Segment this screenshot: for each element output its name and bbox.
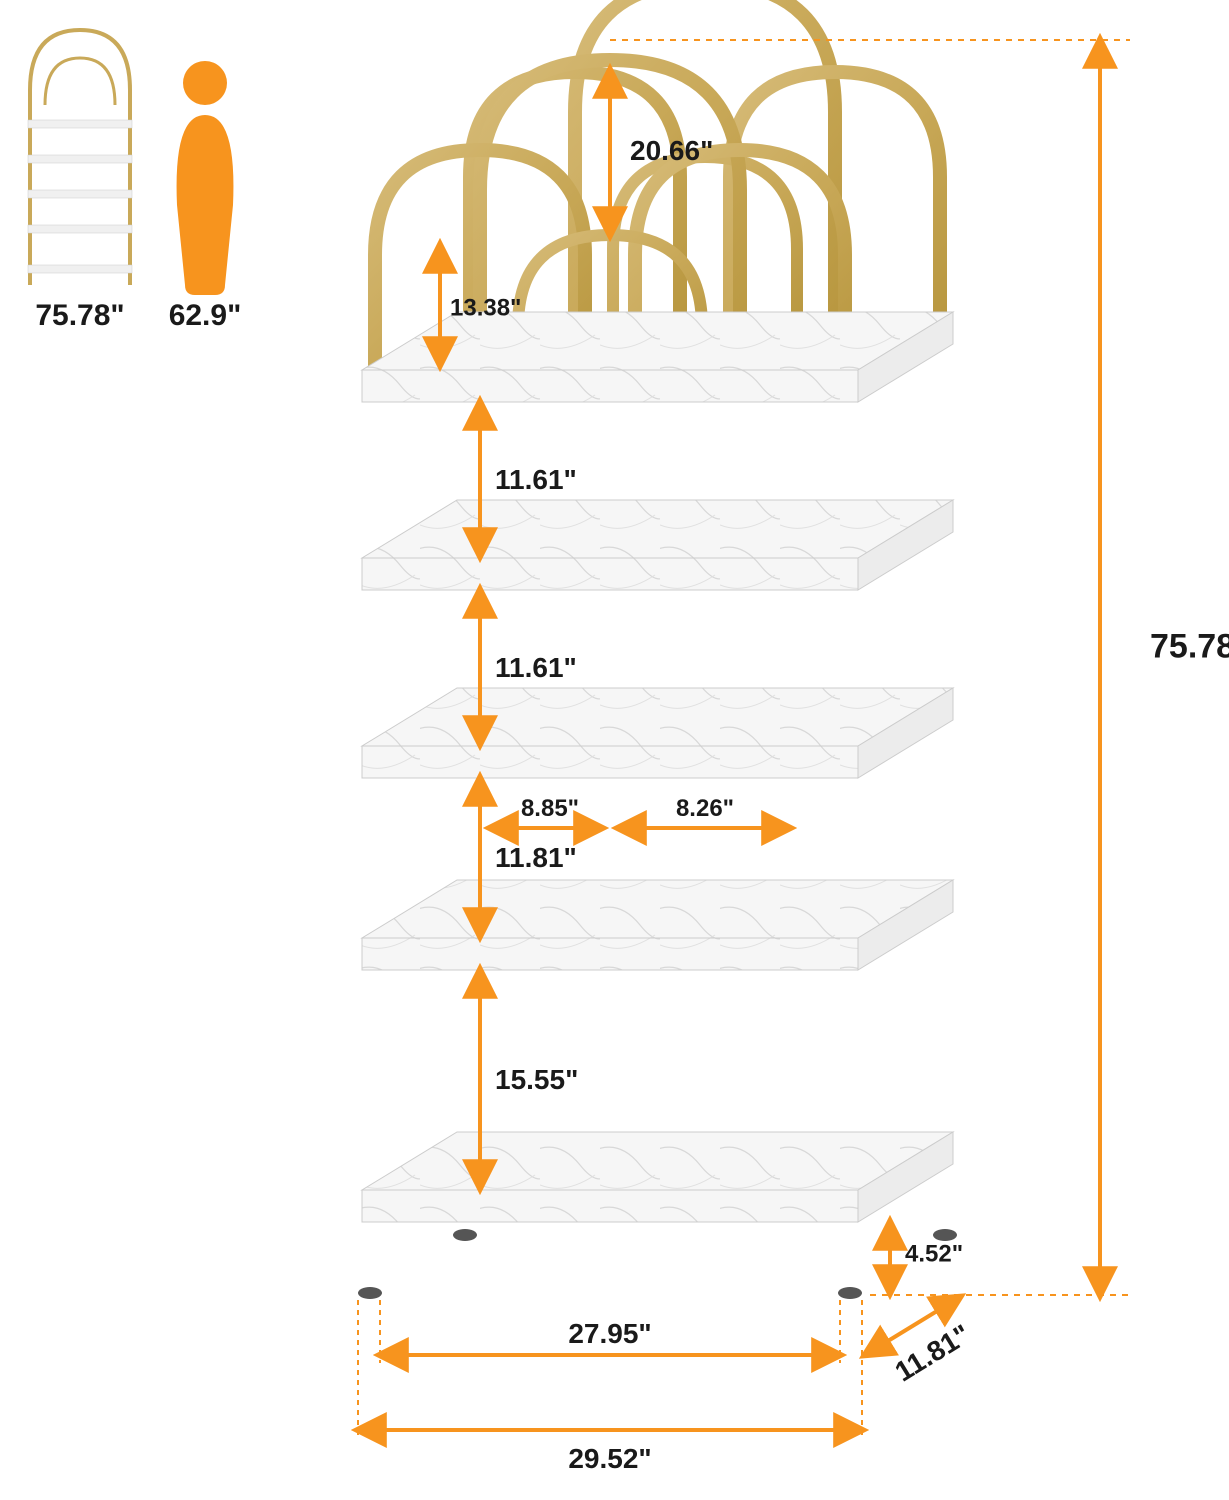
svg-text:15.55": 15.55"	[495, 1064, 578, 1095]
dim-inner-right: 8.26"	[618, 795, 790, 828]
shelf-front	[362, 370, 858, 402]
leveling-foot	[838, 1287, 862, 1299]
shelf-top	[362, 500, 953, 558]
diagram-canvas: 75.78" 62.9" 75.78" 20.66" 13.38" 11.61" 11.61…	[0, 0, 1229, 1500]
svg-text:11.81": 11.81"	[495, 842, 577, 873]
svg-text:4.52": 4.52"	[905, 1241, 963, 1268]
legend-person-icon	[177, 61, 234, 295]
legend-shelf-height: 75.78"	[35, 299, 124, 332]
leveling-foot	[453, 1229, 477, 1241]
shelf-top	[362, 1132, 953, 1190]
dim-depth: 11.81"	[890, 1318, 976, 1387]
svg-text:11.61": 11.61"	[495, 464, 577, 495]
svg-text:11.61": 11.61"	[495, 652, 577, 683]
dim-inner-width: 27.95"	[380, 1318, 840, 1355]
shelf-front	[362, 1190, 858, 1222]
legend-person-height: 62.9"	[169, 299, 242, 332]
leveling-foot	[358, 1287, 382, 1299]
svg-text:29.52": 29.52"	[568, 1443, 651, 1474]
shelf-front	[362, 938, 858, 970]
dim-total-width: 29.52"	[358, 1430, 862, 1474]
svg-text:27.95": 27.95"	[568, 1318, 651, 1349]
svg-text:8.26": 8.26"	[676, 795, 734, 822]
dim-total-height: 75.78"	[1150, 628, 1229, 666]
leveling-foot	[933, 1229, 957, 1241]
dim-arch-top: 20.66"	[610, 70, 713, 235]
shelf-top	[362, 688, 953, 746]
dim-inner-left: 8.85"	[490, 795, 602, 828]
svg-text:20.66": 20.66"	[630, 135, 713, 166]
legend: 75.78" 62.9"	[28, 30, 241, 332]
bookshelf-main	[358, 0, 957, 1299]
shelf-top	[362, 880, 953, 938]
legend-shelf-icon	[28, 30, 132, 285]
shelf-front	[362, 558, 858, 590]
svg-text:13.38": 13.38"	[450, 295, 521, 322]
shelf-front	[362, 746, 858, 778]
svg-text:8.85": 8.85"	[521, 795, 579, 822]
